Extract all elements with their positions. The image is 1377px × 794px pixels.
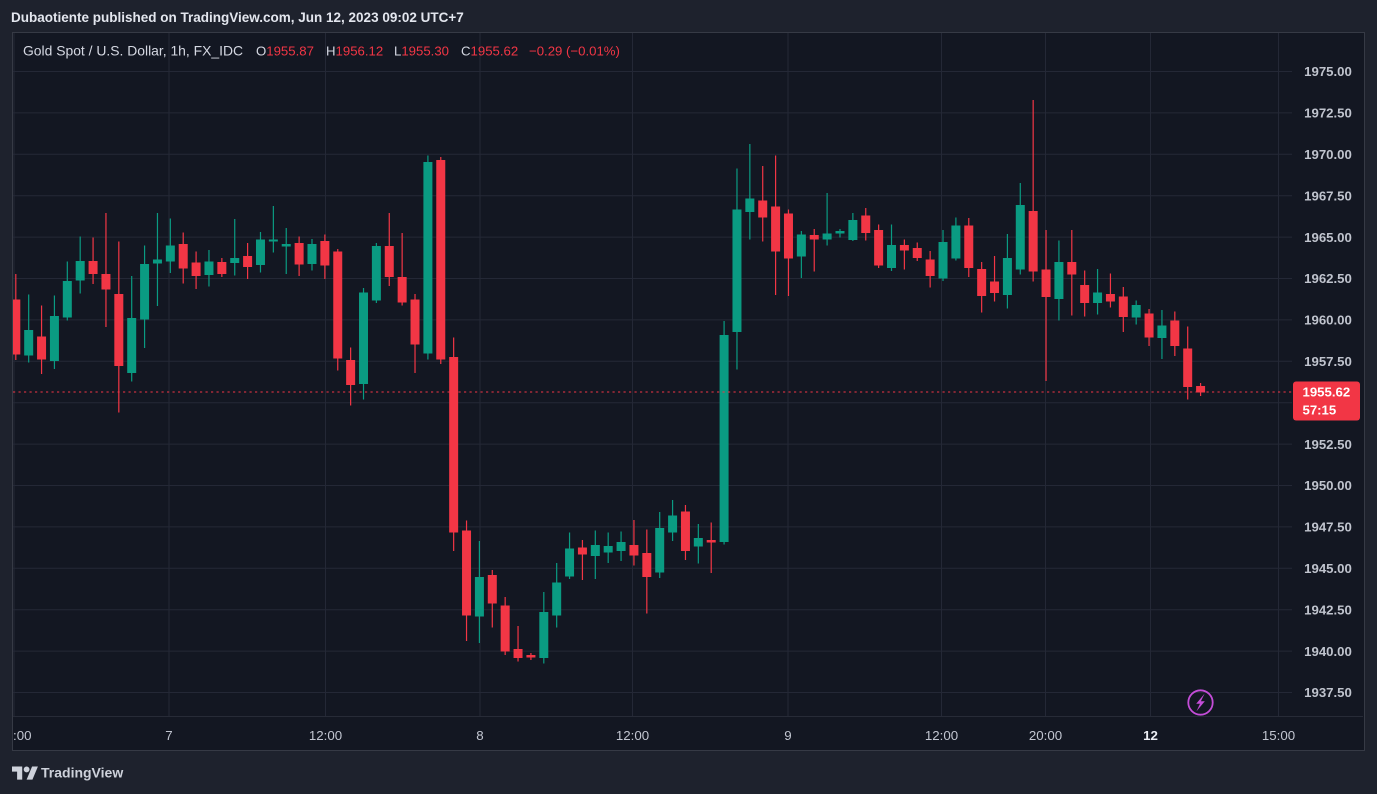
svg-text:15:00: 15:00 xyxy=(1262,728,1295,743)
svg-text:20:00: 20:00 xyxy=(1029,728,1062,743)
svg-text:−0.29 (−0.01%): −0.29 (−0.01%) xyxy=(529,44,620,59)
svg-text:12:00: 12:00 xyxy=(925,728,958,743)
svg-text:O1955.87: O1955.87 xyxy=(256,44,314,59)
svg-text:Gold Spot / U.S. Dollar, 1h, F: Gold Spot / U.S. Dollar, 1h, FX_IDC xyxy=(23,43,243,59)
svg-text:1947.50: 1947.50 xyxy=(1304,520,1352,535)
svg-text:1952.50: 1952.50 xyxy=(1304,437,1352,452)
svg-text:1962.50: 1962.50 xyxy=(1304,271,1352,286)
svg-text:1975.00: 1975.00 xyxy=(1304,64,1352,79)
svg-text:1972.50: 1972.50 xyxy=(1304,106,1352,121)
svg-text::00: :00 xyxy=(13,728,32,743)
svg-text:9: 9 xyxy=(784,728,791,743)
svg-text:1955.62: 1955.62 xyxy=(1303,385,1351,400)
svg-text:7: 7 xyxy=(165,728,172,743)
svg-text:1967.50: 1967.50 xyxy=(1304,188,1352,203)
svg-text:1957.50: 1957.50 xyxy=(1304,354,1352,369)
svg-text:1942.50: 1942.50 xyxy=(1304,602,1352,617)
svg-text:TradingView: TradingView xyxy=(41,765,123,781)
svg-text:12:00: 12:00 xyxy=(309,728,342,743)
svg-text:L1955.30: L1955.30 xyxy=(394,44,449,59)
svg-text:C1955.62: C1955.62 xyxy=(461,44,518,59)
svg-text:1937.50: 1937.50 xyxy=(1304,685,1352,700)
svg-text:12:00: 12:00 xyxy=(616,728,649,743)
svg-text:1945.00: 1945.00 xyxy=(1304,561,1352,576)
svg-text:H1956.12: H1956.12 xyxy=(326,44,383,59)
svg-text:1970.00: 1970.00 xyxy=(1304,147,1352,162)
svg-text:1950.00: 1950.00 xyxy=(1304,478,1352,493)
svg-text:8: 8 xyxy=(476,728,483,743)
svg-text:12: 12 xyxy=(1143,728,1158,743)
svg-text:57:15: 57:15 xyxy=(1303,403,1337,418)
svg-text:1965.00: 1965.00 xyxy=(1304,230,1352,245)
svg-text:1940.00: 1940.00 xyxy=(1304,644,1352,659)
svg-text:1960.00: 1960.00 xyxy=(1304,313,1352,328)
